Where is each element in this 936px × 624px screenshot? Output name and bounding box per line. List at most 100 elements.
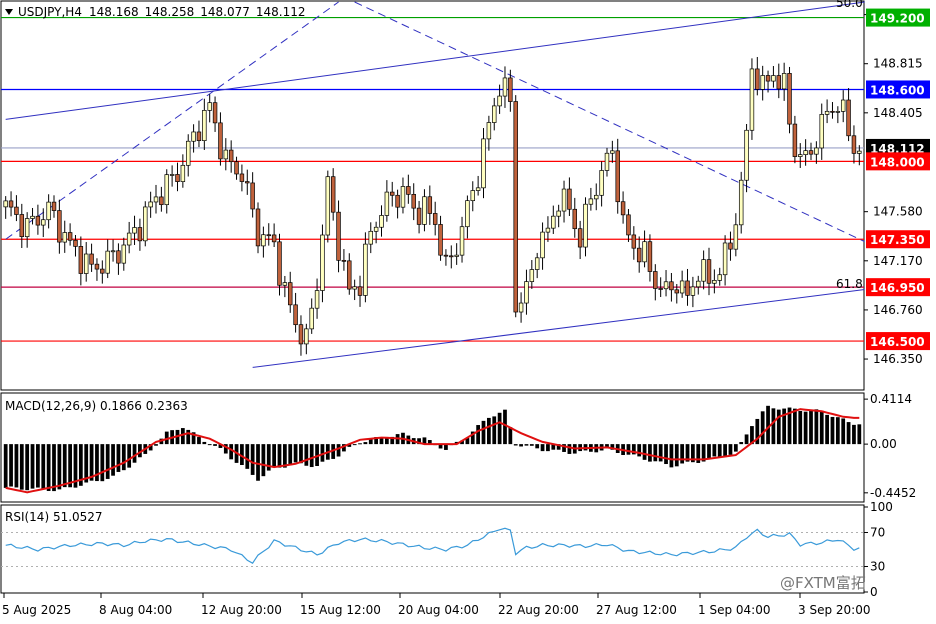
- macd-bar: [486, 417, 491, 445]
- candle-body: [287, 282, 293, 306]
- macd-bar: [771, 408, 776, 445]
- candle-body: [406, 186, 411, 195]
- time-tick-label: 15 Aug 12:00: [300, 603, 381, 617]
- candle-body: [776, 75, 782, 90]
- candle-body: [481, 138, 486, 189]
- macd-bar: [191, 432, 196, 445]
- macd-bar: [857, 424, 862, 445]
- macd-bar: [562, 444, 566, 452]
- macd-bar: [309, 444, 314, 468]
- candle-body: [67, 232, 73, 241]
- trend-line-10: [354, 1, 865, 243]
- macd-bar: [186, 429, 191, 445]
- macd-bar: [755, 418, 760, 445]
- candle-body: [529, 269, 535, 282]
- level-tag-label: 149.200: [870, 12, 925, 26]
- candle-body: [261, 234, 266, 247]
- candle-body: [35, 215, 41, 226]
- candle-body: [105, 250, 110, 274]
- macd-bar: [46, 444, 51, 491]
- macd-bar: [529, 444, 534, 446]
- macd-bar: [197, 437, 201, 445]
- macd-bar: [95, 444, 99, 482]
- price-tick-label: 148.405: [873, 106, 923, 120]
- candle-body: [19, 214, 25, 237]
- macd-bar: [642, 444, 647, 460]
- candle-body: [572, 208, 578, 230]
- macd-axis: 0.4114 0.00 -0.4452: [864, 392, 916, 500]
- candle-body: [169, 174, 175, 176]
- candle-body: [180, 164, 186, 182]
- macd-bar: [78, 444, 83, 486]
- candle-body: [486, 122, 492, 140]
- symbol-header: USDJPY,H4 148.168 148.258 148.077 148.112: [18, 5, 305, 19]
- macd-bar: [513, 444, 518, 446]
- candle-body: [685, 280, 690, 296]
- macd-bar: [154, 444, 158, 446]
- trend-line-9: [5, 1, 339, 240]
- candle-body: [196, 131, 202, 141]
- candle-body: [14, 206, 19, 215]
- macd-bar: [739, 442, 744, 445]
- candle-body: [432, 213, 438, 225]
- candle-body: [100, 268, 105, 274]
- candle-body: [835, 111, 841, 113]
- macd-bar: [492, 416, 497, 445]
- rsi-header: RSI(14) 51.0527: [5, 510, 103, 524]
- candle-body: [357, 286, 363, 296]
- candle-body: [626, 214, 631, 236]
- macd-bar: [819, 410, 824, 445]
- candle-body: [395, 194, 400, 208]
- candle-body: [83, 253, 89, 274]
- macd-bar: [121, 444, 126, 471]
- chart-menu-triangle-icon[interactable]: [5, 9, 13, 15]
- macd-bar: [551, 444, 556, 450]
- ohlc-high: 148.258: [145, 5, 195, 19]
- macd-bar: [347, 444, 352, 447]
- trend-line-7: [5, 1, 865, 120]
- macd-bar: [30, 444, 35, 489]
- macd-bar: [261, 444, 266, 477]
- candle-body: [669, 281, 674, 291]
- candle-body: [282, 282, 288, 286]
- macd-bar: [164, 431, 169, 445]
- macd-bar: [36, 444, 40, 488]
- candle-body: [325, 176, 331, 236]
- rsi-tick-label: 30: [870, 560, 885, 574]
- macd-bar: [444, 444, 448, 450]
- candle-body: [492, 105, 497, 123]
- candle-body: [803, 150, 808, 155]
- macd-bar: [540, 444, 545, 452]
- time-tick-label: 1 Sep 04:00: [698, 603, 770, 617]
- candle-body: [755, 68, 760, 90]
- macd-bar: [127, 444, 132, 468]
- rsi-line: [5, 527, 860, 564]
- candle-body: [255, 208, 261, 247]
- candle-body: [583, 203, 588, 248]
- macd-bar: [760, 411, 765, 445]
- macd-bar: [132, 444, 137, 463]
- candle-body: [185, 140, 191, 166]
- macd-bar: [830, 416, 835, 445]
- candle-body: [352, 286, 357, 290]
- candle-body: [347, 260, 352, 290]
- trend-line-8: [252, 289, 865, 368]
- macd-bar: [535, 444, 540, 449]
- macd-bar: [250, 444, 255, 475]
- macd-bar: [62, 444, 67, 488]
- price-tick-label: 148.815: [873, 57, 923, 71]
- candle-body: [148, 201, 153, 208]
- candle-body: [191, 131, 196, 142]
- level-tag-box: [866, 152, 930, 171]
- candle-body: [384, 191, 390, 216]
- macd-bar: [664, 444, 668, 465]
- candle-body: [674, 289, 680, 294]
- macd-bar: [218, 444, 223, 448]
- macd-bar: [207, 444, 212, 446]
- macd-bar: [374, 437, 379, 445]
- candles: [3, 56, 862, 356]
- candle-body: [599, 170, 604, 196]
- candle-body: [690, 286, 696, 296]
